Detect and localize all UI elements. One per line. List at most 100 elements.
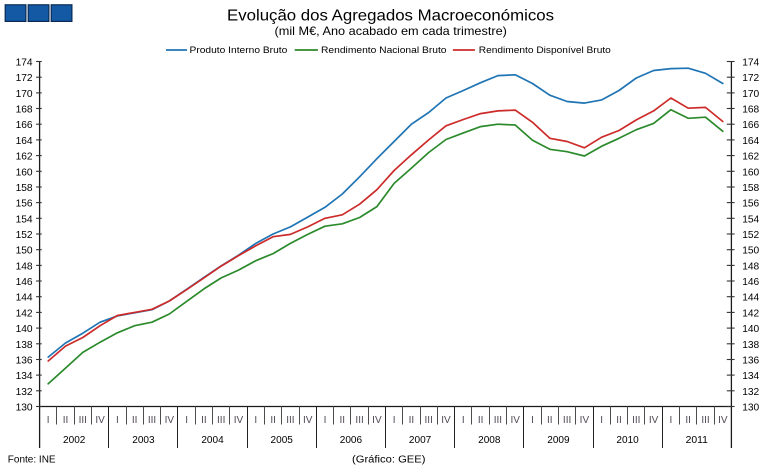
- svg-text:136: 136: [16, 356, 33, 367]
- svg-text:I: I: [185, 415, 188, 426]
- svg-text:154: 154: [742, 214, 759, 225]
- svg-text:150: 150: [16, 246, 33, 257]
- svg-text:II: II: [63, 415, 69, 426]
- svg-text:Rendimento Nacional Bruto: Rendimento Nacional Bruto: [321, 45, 447, 55]
- svg-text:156: 156: [16, 199, 33, 210]
- svg-text:II: II: [547, 415, 553, 426]
- svg-text:168: 168: [16, 105, 33, 116]
- svg-text:III: III: [286, 415, 294, 426]
- svg-text:I: I: [324, 415, 327, 426]
- svg-text:132: 132: [742, 387, 759, 398]
- svg-text:2010: 2010: [616, 435, 639, 446]
- svg-text:130: 130: [742, 403, 759, 414]
- svg-text:I: I: [462, 415, 465, 426]
- svg-text:166: 166: [16, 120, 33, 131]
- svg-text:142: 142: [742, 308, 759, 319]
- svg-text:170: 170: [16, 89, 33, 100]
- svg-text:150: 150: [742, 246, 759, 257]
- svg-text:130: 130: [16, 403, 33, 414]
- svg-text:III: III: [632, 415, 640, 426]
- svg-text:162: 162: [16, 152, 33, 163]
- svg-text:162: 162: [742, 152, 759, 163]
- svg-text:160: 160: [16, 167, 33, 178]
- svg-text:2009: 2009: [547, 435, 570, 446]
- svg-text:IV: IV: [372, 415, 382, 426]
- svg-text:II: II: [340, 415, 346, 426]
- svg-text:IV: IV: [303, 415, 313, 426]
- svg-text:I: I: [600, 415, 603, 426]
- svg-text:IV: IV: [95, 415, 105, 426]
- svg-text:IV: IV: [580, 415, 590, 426]
- svg-text:168: 168: [742, 105, 759, 116]
- svg-text:II: II: [132, 415, 138, 426]
- svg-text:II: II: [616, 415, 622, 426]
- svg-text:174: 174: [16, 58, 33, 69]
- svg-text:158: 158: [742, 183, 759, 194]
- svg-text:III: III: [563, 415, 571, 426]
- svg-text:160: 160: [742, 167, 759, 178]
- svg-text:156: 156: [742, 199, 759, 210]
- svg-text:III: III: [148, 415, 156, 426]
- svg-text:II: II: [201, 415, 207, 426]
- svg-text:Evolução dos Agregados Macroec: Evolução dos Agregados Macroeconómicos: [227, 8, 554, 25]
- svg-text:2003: 2003: [132, 435, 155, 446]
- svg-text:2005: 2005: [271, 435, 294, 446]
- svg-text:140: 140: [16, 324, 33, 335]
- svg-text:I: I: [670, 415, 673, 426]
- svg-text:IV: IV: [234, 415, 244, 426]
- svg-text:132: 132: [16, 387, 33, 398]
- svg-text:152: 152: [16, 230, 33, 241]
- svg-text:164: 164: [16, 136, 33, 147]
- svg-text:148: 148: [16, 261, 33, 272]
- svg-text:152: 152: [742, 230, 759, 241]
- svg-text:146: 146: [16, 277, 33, 288]
- svg-text:Produto Interno Bruto: Produto Interno Bruto: [190, 45, 288, 55]
- svg-text:II: II: [478, 415, 484, 426]
- svg-text:154: 154: [16, 214, 33, 225]
- svg-text:I: I: [254, 415, 257, 426]
- svg-text:(mil M€, Ano acabado em cada t: (mil M€, Ano acabado em cada trimestre): [275, 25, 508, 38]
- svg-text:2011: 2011: [686, 435, 709, 446]
- svg-text:III: III: [217, 415, 225, 426]
- svg-text:146: 146: [742, 277, 759, 288]
- svg-text:2006: 2006: [340, 435, 363, 446]
- svg-text:2004: 2004: [201, 435, 224, 446]
- svg-text:(Gráfico: GEE): (Gráfico: GEE): [352, 455, 426, 466]
- svg-text:Fonte: INE: Fonte: INE: [8, 455, 56, 466]
- svg-text:IV: IV: [165, 415, 175, 426]
- svg-text:III: III: [355, 415, 363, 426]
- svg-text:148: 148: [742, 261, 759, 272]
- svg-text:138: 138: [742, 340, 759, 351]
- svg-text:144: 144: [742, 293, 759, 304]
- svg-text:134: 134: [16, 371, 33, 382]
- svg-text:140: 140: [742, 324, 759, 335]
- svg-text:172: 172: [742, 73, 759, 84]
- svg-text:134: 134: [742, 371, 759, 382]
- svg-text:164: 164: [742, 136, 759, 147]
- svg-text:2007: 2007: [409, 435, 432, 446]
- svg-text:136: 136: [742, 356, 759, 367]
- svg-text:174: 174: [742, 58, 759, 69]
- svg-text:IV: IV: [441, 415, 451, 426]
- svg-text:III: III: [494, 415, 502, 426]
- svg-text:166: 166: [742, 120, 759, 131]
- svg-text:144: 144: [16, 293, 33, 304]
- svg-text:Rendimento Disponível Bruto: Rendimento Disponível Bruto: [479, 45, 611, 55]
- svg-text:2008: 2008: [478, 435, 501, 446]
- svg-text:I: I: [116, 415, 119, 426]
- svg-text:170: 170: [742, 89, 759, 100]
- svg-text:138: 138: [16, 340, 33, 351]
- svg-text:I: I: [47, 415, 50, 426]
- svg-text:IV: IV: [649, 415, 659, 426]
- svg-text:III: III: [79, 415, 87, 426]
- svg-text:II: II: [270, 415, 276, 426]
- svg-text:III: III: [425, 415, 433, 426]
- svg-text:IV: IV: [718, 415, 728, 426]
- svg-text:I: I: [393, 415, 396, 426]
- svg-text:III: III: [701, 415, 709, 426]
- svg-text:158: 158: [16, 183, 33, 194]
- svg-text:I: I: [531, 415, 534, 426]
- svg-text:172: 172: [16, 73, 33, 84]
- svg-text:II: II: [409, 415, 415, 426]
- svg-text:IV: IV: [510, 415, 520, 426]
